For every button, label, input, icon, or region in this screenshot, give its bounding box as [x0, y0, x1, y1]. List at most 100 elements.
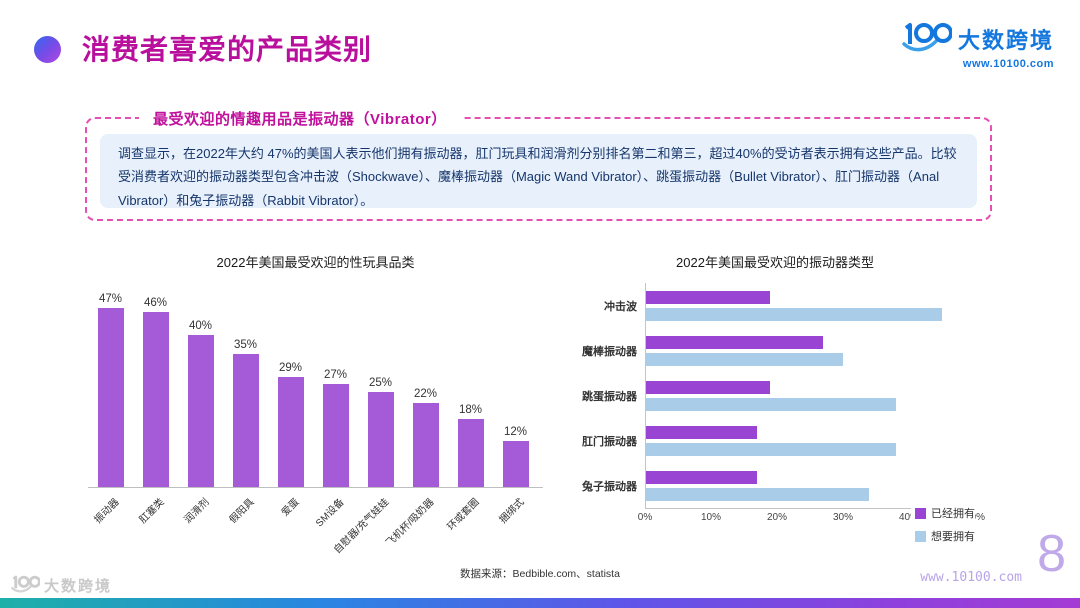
chart-vibrator-types: 2022年美国最受欢迎的振动器类型 冲击波魔棒振动器跳蛋振动器肛门振动器兔子振动…: [575, 252, 985, 544]
callout-box: 最受欢迎的情趣用品是振动器（Vibrator） 调查显示，在2022年大约 47…: [85, 108, 992, 221]
series-bar: [645, 352, 843, 366]
footer-url: www.10100.com: [920, 570, 1022, 585]
bar-plot: 47% 振动器 46% 肛塞类 40% 润滑剂 35% 假阳具 29% 爱蛋 27% SM设备 25% 自…: [88, 287, 543, 556]
bar: [232, 354, 259, 487]
series-bar: [645, 470, 758, 484]
axis-tick-label: 0%: [637, 512, 653, 523]
x-axis-line: [645, 508, 975, 509]
legend: 已经拥有 想要拥有: [911, 505, 975, 544]
series-bar: [645, 425, 758, 439]
hbar-rows: 冲击波魔棒振动器跳蛋振动器肛门振动器兔子振动器: [575, 283, 975, 508]
footer-watermark: 大数跨境: [10, 574, 112, 597]
bar: [502, 441, 529, 487]
legend-label: 已经拥有: [931, 508, 975, 520]
bar: [367, 392, 394, 487]
logo-icon: [900, 20, 953, 57]
bar-column: 40% 润滑剂: [178, 287, 223, 526]
series-bar: [645, 487, 870, 501]
page-number: 8: [1037, 525, 1066, 583]
legend-item: 已经拥有: [915, 505, 975, 521]
bar-group: 跳蛋振动器: [575, 373, 975, 418]
hbar-plot: 冲击波魔棒振动器跳蛋振动器肛门振动器兔子振动器 0% 10% 20% 30% 40% 50…: [575, 283, 985, 544]
group-bars: [645, 470, 975, 501]
x-axis-ticks: 0% 10% 20% 30% 40% 50%: [638, 508, 985, 524]
bar-value-label: 35%: [233, 339, 258, 351]
series-bar: [645, 307, 942, 321]
bar-column: 35% 假阳具: [223, 287, 268, 526]
series-bar: [645, 290, 771, 304]
axis-tick-label: 40%: [898, 512, 920, 523]
title-bullet-icon: [34, 36, 61, 63]
bar-value-label: 22%: [413, 388, 438, 401]
group-label: 冲击波: [604, 300, 637, 313]
legend-label: 想要拥有: [931, 531, 975, 543]
bar-category-label: 振动器: [92, 496, 122, 526]
bar: [277, 376, 304, 487]
bar-value-label: 18%: [458, 403, 483, 416]
bar-value-label: 46%: [143, 297, 168, 310]
axis-tick-label: 30%: [832, 512, 854, 523]
bar: [187, 335, 214, 487]
bar-value-label: 27%: [323, 369, 348, 382]
callout-title: 最受欢迎的情趣用品是振动器（Vibrator）: [139, 108, 461, 129]
bar-category-label: 环或套圈: [445, 496, 482, 533]
bar-group: 肛门振动器: [575, 418, 975, 463]
group-label: 魔棒振动器: [582, 345, 637, 358]
bar-value-label: 12%: [503, 426, 528, 439]
bar-column: 25% 自慰器/充气娃娃: [332, 287, 403, 556]
bar-value-label: 40%: [188, 320, 213, 332]
bar-category-label: 润滑剂: [182, 496, 212, 526]
bar-category-label: SM设备: [313, 496, 347, 530]
bar-value-label: 47%: [98, 293, 123, 306]
legend-item: 想要拥有: [915, 528, 975, 544]
callout-body: 调查显示，在2022年大约 47%的美国人表示他们拥有振动器，肛门玩具和润滑剂分…: [100, 134, 977, 208]
group-bars: [645, 425, 975, 456]
chart-toy-categories: 2022年美国最受欢迎的性玩具品类 47% 振动器 46% 肛塞类 40% 润滑剂 35% 假…: [88, 252, 543, 556]
bar-column: 18% 环或套圈: [445, 287, 493, 533]
bar-group: 兔子振动器: [575, 463, 975, 508]
bar-column: 29% 爱蛋: [268, 287, 313, 519]
bar: [412, 403, 439, 487]
bar-column: 46% 肛塞类: [133, 287, 178, 526]
bar: [97, 308, 124, 487]
bar-category-label: 假阳具: [227, 496, 257, 526]
data-source: 数据来源：Bedbible.com、statista: [460, 568, 620, 580]
chart-left-title: 2022年美国最受欢迎的性玩具品类: [216, 255, 415, 270]
bar-column: 47% 振动器: [88, 287, 133, 526]
watermark-text: 大数跨境: [44, 578, 113, 595]
group-label: 肛门振动器: [582, 435, 637, 448]
bar-column: 27% SM设备: [313, 287, 358, 529]
series-bar: [645, 397, 896, 411]
bottom-gradient-bar: [0, 598, 1080, 608]
axis-tick-label: 20%: [766, 512, 788, 523]
page-title: 消费者喜爱的产品类别: [82, 34, 373, 65]
group-label: 兔子振动器: [582, 480, 637, 493]
series-bar: [645, 335, 824, 349]
group-label: 跳蛋振动器: [582, 390, 637, 403]
bar: [457, 418, 484, 487]
legend-swatch: [915, 507, 926, 519]
watermark-logo-icon: [10, 574, 41, 597]
bar-category-label: 肛塞类: [137, 496, 167, 526]
bar-group: 魔棒振动器: [575, 328, 975, 373]
series-bar: [645, 442, 896, 456]
group-bars: [645, 335, 975, 366]
bar-category-label: 捆绑式: [497, 496, 527, 526]
bar: [322, 384, 349, 487]
bar: [142, 312, 169, 487]
bar-value-label: 25%: [368, 377, 393, 389]
chart-right-title: 2022年美国最受欢迎的振动器类型: [676, 255, 874, 270]
brand-logo: 大数跨境 www.10100.com: [900, 20, 1054, 70]
logo-url: www.10100.com: [962, 58, 1054, 70]
legend-swatch: [915, 530, 926, 542]
bar-column: 22% 飞机杯/吸奶器: [384, 287, 448, 549]
group-bars: [645, 290, 975, 321]
bar-category-label: 爱蛋: [279, 496, 302, 519]
axis-tick-label: 10%: [700, 512, 722, 523]
y-axis-line: [645, 283, 646, 508]
bar-group: 冲击波: [575, 283, 975, 328]
axis-tick-label: 50%: [964, 512, 986, 523]
bar-value-label: 29%: [278, 361, 303, 374]
group-bars: [645, 380, 975, 411]
